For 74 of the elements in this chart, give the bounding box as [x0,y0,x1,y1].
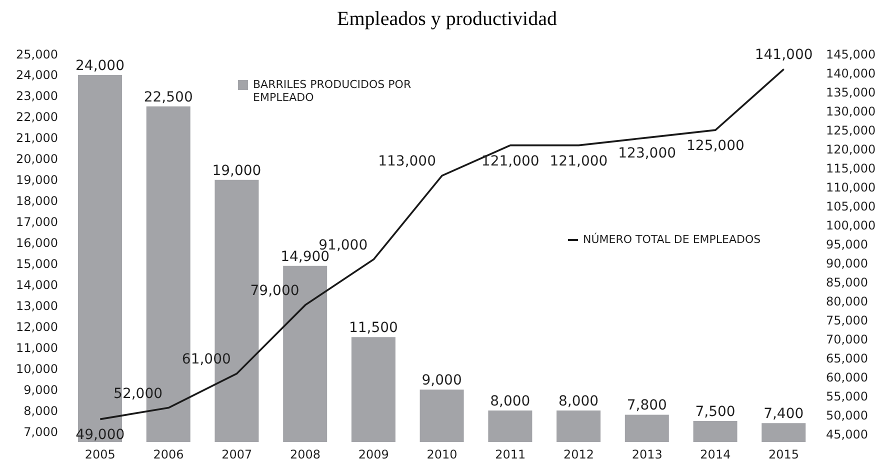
y2-tick-label: 145,000 [826,47,876,62]
y-tick-label: 9,000 [24,382,58,397]
y-tick-label: 11,000 [16,340,58,355]
y2-tick-label: 100,000 [826,218,876,232]
data-label: 24,000 [76,58,124,74]
data-label: 9,000 [422,372,462,389]
data-label: 8,000 [490,394,530,410]
y2-tick-label: 90,000 [826,256,868,270]
y-tick-label: 8,000 [24,404,58,418]
y2-tick-label: 135,000 [826,85,876,100]
y2-tick-label: 70,000 [826,332,868,347]
data-label: 123,000 [618,146,676,162]
x-tick-label: 2013 [632,448,662,462]
data-label: 141,000 [754,47,813,64]
y-tick-label: 18,000 [16,194,58,208]
data-label: 125,000 [686,138,744,154]
y-tick-label: 22,000 [16,110,58,124]
data-label: 7,400 [764,406,804,422]
data-label: 113,000 [378,154,436,170]
y2-tick-label: 95,000 [826,237,868,252]
data-label: 121,000 [550,153,608,170]
y-tick-label: 7,000 [24,424,58,439]
y2-tick-label: 115,000 [826,161,876,176]
y2-tick-label: 65,000 [826,352,868,366]
data-label: 121,000 [481,153,540,170]
y2-tick-label: 45,000 [826,428,868,442]
y2-tick-label: 60,000 [826,370,868,385]
data-label: 52,000 [114,386,163,402]
x-tick-label: 2015 [768,448,800,462]
x-tick-label: 2014 [700,448,731,462]
y-tick-label: 23,000 [16,89,58,104]
y-tick-label: 21,000 [16,131,58,146]
y2-tick-label: 140,000 [826,66,876,80]
y-tick-label: 16,000 [16,236,58,250]
data-label: 7,500 [695,404,736,420]
data-label: 8,000 [558,394,599,410]
y2-tick-label: 55,000 [826,390,868,404]
y-tick-label: 24,000 [16,68,58,82]
data-label: 79,000 [250,283,300,300]
data-label: 11,500 [348,320,398,336]
y2-tick-label: 125,000 [826,123,876,138]
x-tick-label: 2008 [290,448,321,462]
x-tick-label: 2007 [222,448,252,462]
y2-tick-label: 110,000 [826,180,876,194]
legend-label: NÚMERO TOTAL DE EMPLEADOS [583,233,761,246]
y-tick-label: 12,000 [16,320,58,334]
y-tick-label: 19,000 [16,173,58,188]
y2-tick-label: 50,000 [826,408,868,423]
y-tick-label: 15,000 [16,256,58,271]
x-tick-label: 2012 [563,448,594,462]
legend-label: BARRILES PRODUCIDOS POR EMPLEADO [253,78,412,104]
x-tick-label: 2005 [84,448,116,462]
y-tick-label: 20,000 [16,152,58,166]
data-label: 7,800 [626,398,667,414]
y2-tick-label: 75,000 [826,314,868,328]
y-tick-label: 17,000 [16,215,58,230]
y-tick-label: 13,000 [16,298,58,313]
data-label: 14,900 [280,248,330,265]
y2-tick-label: 130,000 [826,104,876,118]
y2-tick-label: 80,000 [826,294,868,309]
data-label: 22,500 [144,89,193,106]
x-tick-label: 2006 [153,448,184,462]
x-tick-label: 2010 [426,448,458,462]
y2-tick-label: 120,000 [826,142,876,156]
y-tick-label: 10,000 [16,362,58,376]
data-label: 61,000 [182,352,231,368]
x-tick-label: 2011 [495,448,526,462]
y-tick-label: 14,000 [16,278,58,292]
x-tick-label: 2009 [358,448,389,462]
data-label: 19,000 [212,162,262,179]
y2-tick-label: 85,000 [826,275,868,290]
y2-tick-label: 105,000 [826,199,876,214]
chart-title: Empleados y productividad [336,8,558,32]
y-tick-label: 25,000 [16,47,58,62]
